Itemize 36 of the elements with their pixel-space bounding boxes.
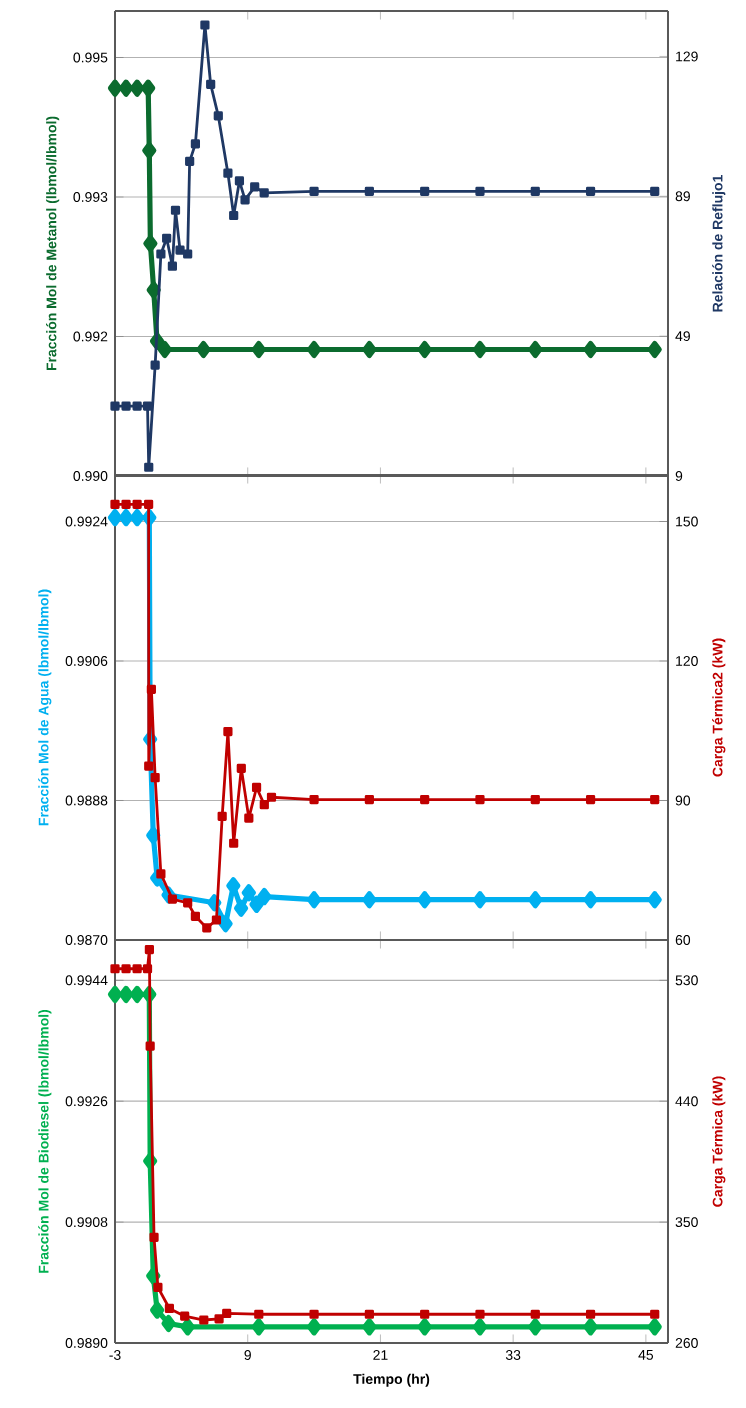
- x-tick-label: -3: [109, 1350, 121, 1360]
- y2-tick-label: 120: [676, 656, 698, 666]
- x-tick-label: 33: [505, 1350, 521, 1360]
- y2-tick-label: 89: [675, 191, 690, 202]
- y-tick-label: 0.990: [73, 471, 108, 481]
- x-tick-label: 21: [373, 1350, 388, 1360]
- y-tick-label: 0.9924: [65, 516, 108, 527]
- y2-tick-label: 150: [676, 516, 698, 527]
- x-axis-title: Tiempo (hr): [353, 1373, 430, 1387]
- x-tick-label: 45: [638, 1350, 654, 1360]
- y2-tick-label: 129: [676, 51, 698, 62]
- y2-tick-label: 530: [675, 975, 698, 986]
- y2-axis-title: Carga Térmica2 (kW): [712, 638, 726, 777]
- y-axis-title: Fracción Mol de Metanol (lbmol/lbmol): [46, 116, 60, 371]
- y-tick-label: 0.995: [73, 52, 108, 63]
- y-tick-label: 0.9890: [65, 1338, 108, 1348]
- y2-tick-label: 9: [675, 471, 683, 481]
- y2-tick-label: 260: [675, 1338, 698, 1348]
- y-axis-title: Fracción Mol de Biodiesel (lbmol/lbmol): [38, 1009, 52, 1273]
- y-tick-label: 0.9944: [65, 975, 108, 986]
- y2-tick-label: 49: [675, 331, 690, 342]
- y-tick-label: 0.9870: [65, 935, 108, 945]
- y2-tick-label: 440: [675, 1096, 698, 1107]
- y-tick-label: 0.992: [73, 331, 108, 342]
- y-tick-label: 0.9888: [65, 795, 108, 806]
- y-tick-label: 0.9906: [65, 656, 108, 666]
- y-axis-title: Fracción Mol de Agua (lbmol/lbmol): [38, 589, 52, 826]
- y-tick-label: 0.9908: [65, 1217, 108, 1228]
- y2-axis-title: Carga Térmica (kW): [712, 1076, 726, 1207]
- y2-tick-label: 60: [675, 935, 691, 945]
- y2-tick-label: 90: [675, 795, 691, 806]
- y-tick-label: 0.993: [73, 192, 108, 202]
- y-tick-label: 0.9926: [65, 1096, 108, 1107]
- y2-tick-label: 350: [675, 1217, 698, 1228]
- x-tick-label: 9: [244, 1350, 251, 1360]
- y2-axis-title: Relación de Reflujo1: [712, 175, 726, 312]
